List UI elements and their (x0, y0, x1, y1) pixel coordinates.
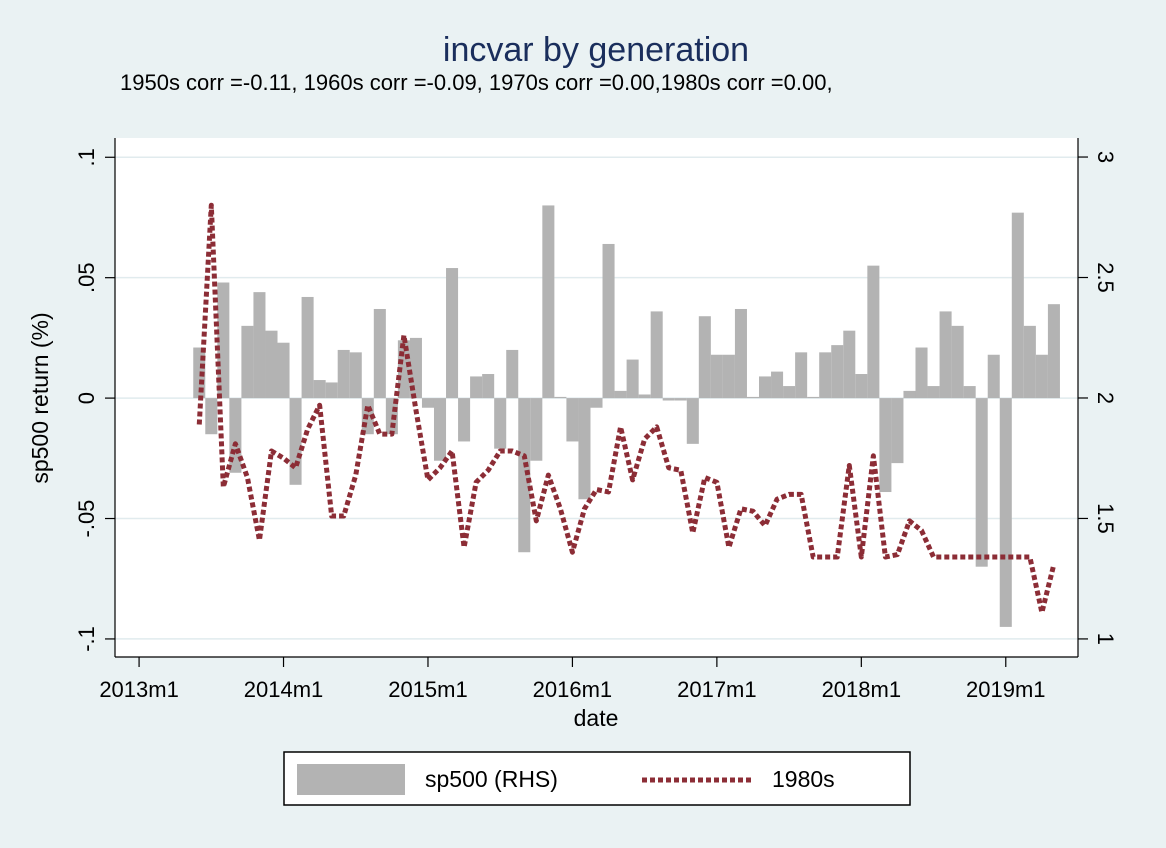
bar (903, 390, 916, 399)
bar (1035, 354, 1048, 399)
bar (301, 296, 314, 399)
bar (602, 243, 615, 399)
bar (373, 308, 386, 399)
bar (710, 354, 723, 399)
bar (590, 398, 603, 408)
bar (831, 345, 844, 399)
bar (638, 394, 651, 399)
y-axis-title: sp500 return (%) (27, 312, 53, 483)
bar (783, 386, 796, 399)
bar (759, 376, 772, 399)
bar (662, 398, 675, 401)
legend-label: 1980s (772, 766, 835, 792)
bar (289, 398, 302, 485)
bar (494, 398, 507, 449)
x-axis-title: date (574, 705, 619, 731)
bar (253, 292, 266, 399)
bar (482, 374, 495, 399)
y-tick-label: .1 (74, 148, 99, 166)
bar (722, 354, 735, 399)
bar (927, 386, 940, 399)
bar (1047, 304, 1060, 399)
y-tick-label: -.1 (74, 626, 99, 652)
bar (674, 398, 687, 401)
bar (807, 396, 820, 399)
bar (446, 268, 459, 399)
bar (566, 398, 579, 442)
bar (1023, 325, 1036, 399)
y2-tick-label: 2 (1093, 392, 1118, 404)
x-tick-label: 2015m1 (388, 677, 468, 702)
bar (963, 386, 976, 399)
bar (313, 380, 326, 399)
bar (819, 352, 832, 399)
bar (614, 390, 627, 399)
bar (325, 382, 338, 399)
bar (265, 330, 278, 399)
bar (650, 311, 663, 399)
bar (217, 282, 230, 399)
bar (470, 376, 483, 399)
x-tick-label: 2018m1 (822, 677, 902, 702)
bar (205, 398, 218, 435)
x-tick-label: 2019m1 (966, 677, 1046, 702)
bar (349, 352, 362, 399)
bar (686, 398, 699, 444)
bar (975, 398, 988, 567)
x-tick-label: 2013m1 (99, 677, 179, 702)
bar (891, 398, 904, 464)
chart-subtitle: 1950s corr =-0.11, 1960s corr =-0.09, 19… (120, 70, 833, 95)
x-tick-label: 2017m1 (677, 677, 757, 702)
bar (939, 311, 952, 399)
bar (542, 205, 555, 399)
legend-swatch (297, 764, 405, 795)
bar (458, 398, 471, 442)
chart-title: incvar by generation (443, 31, 749, 69)
bar (734, 308, 747, 399)
bar (867, 265, 880, 399)
bar (795, 352, 808, 399)
bar (843, 330, 856, 399)
bar (999, 398, 1012, 627)
bar (698, 316, 711, 399)
bar (421, 398, 434, 408)
bar (1011, 212, 1024, 399)
bar (554, 396, 567, 399)
y-tick-label: .05 (74, 262, 99, 293)
bar (626, 359, 639, 399)
bar (879, 398, 892, 493)
bar (409, 337, 422, 399)
y2-tick-label: 1 (1093, 633, 1118, 645)
bar (578, 398, 591, 500)
y-tick-label: -.05 (74, 500, 99, 538)
y-tick-label: 0 (74, 392, 99, 404)
bar (518, 398, 531, 553)
bar (530, 398, 543, 461)
bar (433, 398, 447, 461)
bar (277, 342, 290, 399)
y2-tick-label: 2.5 (1093, 262, 1118, 293)
line (196, 202, 1057, 615)
bar (337, 349, 350, 399)
bar (987, 354, 1000, 399)
y2-tick-label: 3 (1093, 151, 1118, 163)
y2-tick-label: 1.5 (1093, 503, 1118, 534)
x-tick-label: 2016m1 (533, 677, 613, 702)
bar (855, 374, 868, 399)
bar (746, 396, 760, 399)
bar (771, 371, 784, 399)
bar (241, 325, 254, 399)
bar (915, 347, 928, 399)
x-tick-label: 2014m1 (244, 677, 324, 702)
bar (506, 349, 519, 399)
bar (951, 325, 964, 399)
legend-label: sp500 (RHS) (425, 766, 558, 792)
